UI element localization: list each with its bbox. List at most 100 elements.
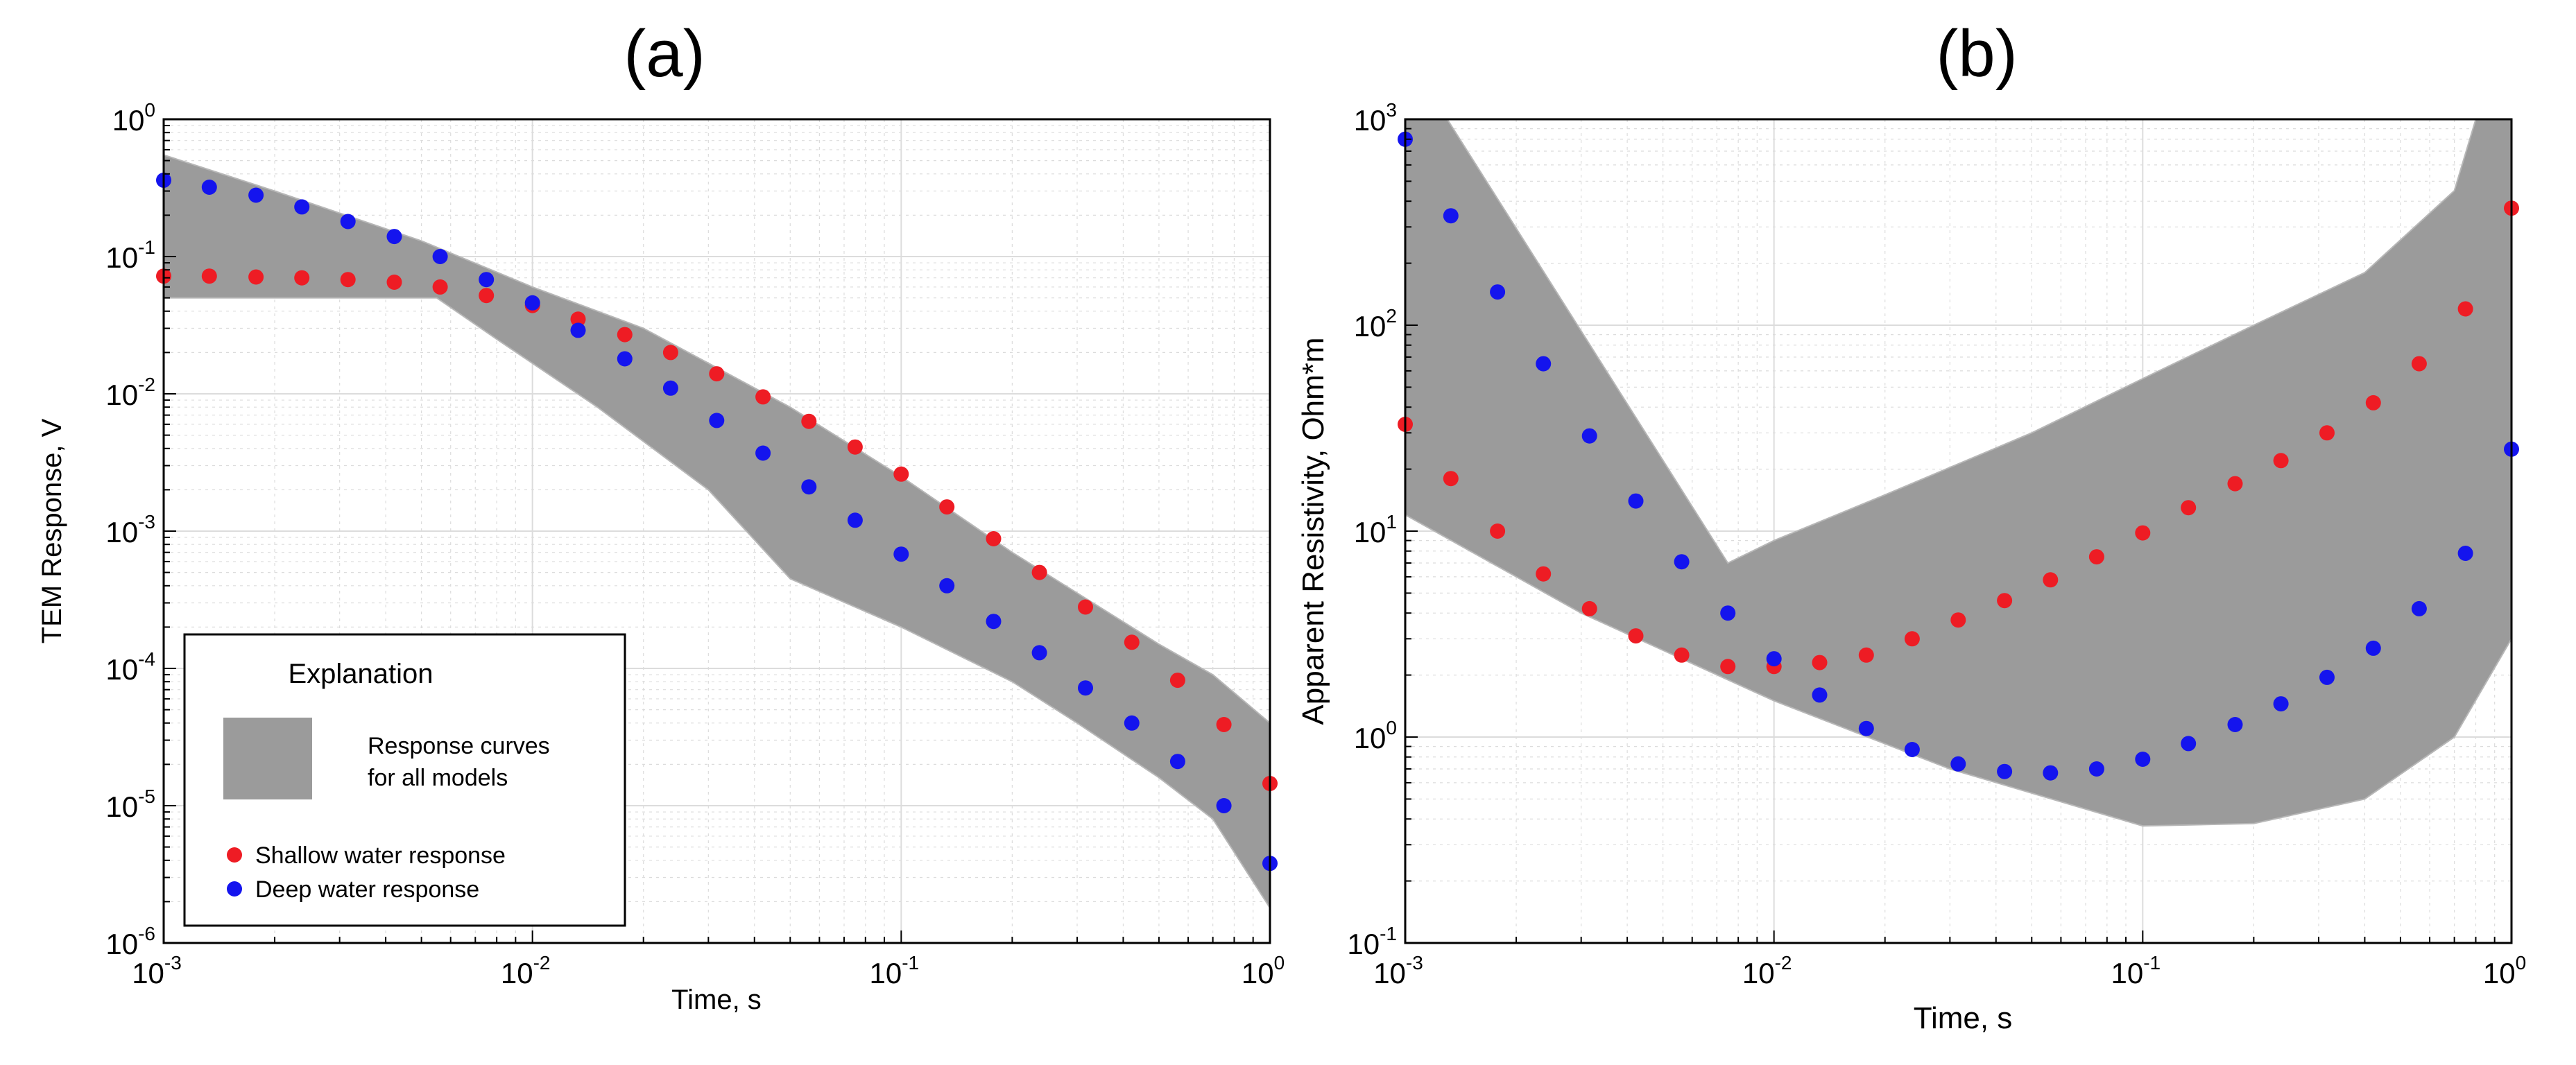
deep-water-point xyxy=(2181,736,2197,752)
panel-a: (a) 10-3 10-2 10-1 100 10-6 10-5 10-4 10-3 10-2… xyxy=(37,17,1285,1015)
panel-a-x-tick-labels: 10-3 10-2 10-1 100 xyxy=(132,952,1285,989)
deep-water-point xyxy=(1858,720,1874,736)
deep-water-point xyxy=(1443,208,1459,224)
deep-water-point xyxy=(2457,546,2473,561)
y-tick-label: 102 xyxy=(1354,305,1397,343)
shallow-water-point xyxy=(386,275,402,290)
legend-shallow-marker xyxy=(227,847,242,863)
shallow-water-point xyxy=(1169,673,1185,689)
deep-water-point xyxy=(248,187,264,203)
shallow-water-point xyxy=(1997,593,2013,609)
deep-water-point xyxy=(524,295,540,311)
deep-water-point xyxy=(340,214,356,230)
x-tick-label: 10-2 xyxy=(501,952,551,989)
x-tick-label: 100 xyxy=(1242,952,1285,989)
shallow-water-point xyxy=(1950,612,1966,628)
deep-water-point xyxy=(201,180,217,195)
shallow-water-point xyxy=(2227,476,2243,492)
deep-water-point xyxy=(893,546,909,562)
legend-band-label-line1: Response curves xyxy=(368,733,550,759)
y-tick-label: 103 xyxy=(1354,99,1397,137)
panel-b-title: (b) xyxy=(1936,17,2017,91)
deep-water-point xyxy=(1536,356,1552,372)
deep-water-point xyxy=(1674,554,1690,570)
panel-b-data-points xyxy=(1398,131,2519,781)
shallow-water-point xyxy=(2043,572,2059,588)
shallow-water-point xyxy=(1216,717,1232,732)
shallow-water-point xyxy=(479,288,495,304)
deep-water-point xyxy=(1812,687,1828,703)
deep-water-point xyxy=(1766,651,1782,667)
shallow-water-point xyxy=(939,499,955,515)
x-tick-label: 100 xyxy=(2483,952,2526,989)
shallow-water-point xyxy=(2088,549,2104,565)
deep-water-point xyxy=(294,199,310,215)
deep-water-point xyxy=(1078,680,1093,696)
shallow-water-point xyxy=(248,269,264,285)
shallow-water-point xyxy=(570,311,586,327)
shallow-water-point xyxy=(2273,453,2289,469)
deep-water-point xyxy=(1490,284,1506,300)
shallow-water-point xyxy=(340,272,356,288)
shallow-water-point xyxy=(2365,395,2381,410)
deep-water-point xyxy=(2043,765,2059,781)
panel-a-title: (a) xyxy=(624,17,705,91)
shallow-water-point xyxy=(755,389,771,405)
deep-water-point xyxy=(2135,752,2151,767)
panel-a-response-band xyxy=(163,154,1271,910)
deep-water-point xyxy=(1628,493,1644,509)
shallow-water-point xyxy=(986,531,1002,546)
shallow-water-point xyxy=(1628,628,1644,644)
legend-shallow-label: Shallow water response xyxy=(255,842,506,869)
y-tick-label: 10-1 xyxy=(105,236,155,274)
legend-deep-label: Deep water response xyxy=(255,876,479,903)
shallow-water-point xyxy=(709,366,725,382)
panel-b-y-tick-labels: 10-1 100 101 102 103 xyxy=(1347,99,1397,960)
deep-water-point xyxy=(2088,761,2104,777)
deep-water-point xyxy=(2411,600,2427,616)
deep-water-point xyxy=(386,229,402,245)
y-tick-label: 10-4 xyxy=(105,648,155,686)
legend: Explanation Response curves for all mode… xyxy=(183,633,626,927)
panel-a-y-tick-labels: 10-6 10-5 10-4 10-3 10-2 10-1 100 xyxy=(105,99,155,960)
shallow-water-point xyxy=(1904,631,1920,647)
shallow-water-point xyxy=(1581,600,1597,616)
shallow-water-point xyxy=(847,439,863,455)
x-tick-label: 10-1 xyxy=(2111,952,2161,989)
y-tick-label: 10-1 xyxy=(1347,923,1397,960)
panel-b: (b) 10-3 10-2 10-1 100 10-1 100 101 102 103 Tim… xyxy=(1296,17,2526,1035)
deep-water-point xyxy=(2319,669,2335,685)
y-tick-label: 10-2 xyxy=(105,374,155,411)
shallow-water-point xyxy=(617,327,633,343)
deep-water-point xyxy=(2227,717,2243,732)
panel-a-x-axis-label: Time, s xyxy=(671,985,762,1015)
deep-water-point xyxy=(1950,756,1966,772)
response-curves-band xyxy=(1405,119,2512,827)
shallow-water-point xyxy=(2135,525,2151,541)
deep-water-point xyxy=(1904,742,1920,757)
shallow-water-point xyxy=(1490,523,1506,539)
y-tick-label: 100 xyxy=(1354,717,1397,754)
deep-water-point xyxy=(801,479,817,495)
deep-water-point xyxy=(617,351,633,367)
shallow-water-point xyxy=(893,466,909,482)
x-tick-label: 10-3 xyxy=(132,952,182,989)
shallow-water-point xyxy=(432,279,448,295)
shallow-water-point xyxy=(201,268,217,284)
shallow-water-point xyxy=(1858,647,1874,663)
deep-water-point xyxy=(986,614,1002,630)
shallow-water-point xyxy=(1443,471,1459,487)
shallow-water-point xyxy=(2181,500,2197,516)
shallow-water-point xyxy=(801,413,817,429)
deep-water-point xyxy=(939,578,955,594)
shallow-water-point xyxy=(2411,356,2427,372)
deep-water-point xyxy=(1169,754,1185,770)
panel-a-data-points xyxy=(156,172,1278,872)
shallow-water-point xyxy=(1124,634,1140,650)
deep-water-point xyxy=(479,272,495,288)
x-tick-label: 10-1 xyxy=(870,952,920,989)
deep-water-point xyxy=(662,380,678,396)
deep-water-point xyxy=(1031,645,1047,661)
panel-b-response-band xyxy=(1405,119,2512,827)
